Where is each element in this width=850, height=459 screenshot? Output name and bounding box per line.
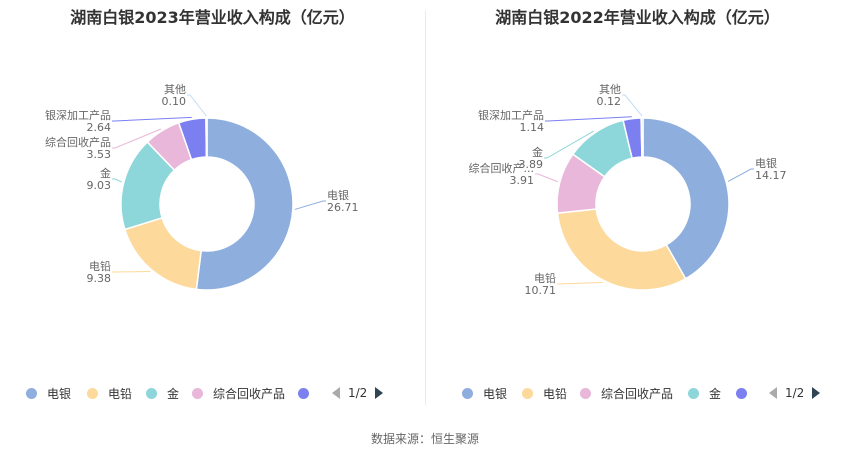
donut-slice-5[interactable] [640, 117, 644, 158]
panel-divider [425, 10, 426, 405]
legend-page-indicator: 1/2 [785, 386, 805, 400]
legend-item-gold[interactable]: 金 [688, 382, 721, 404]
legend-dot [192, 387, 203, 399]
slice-name-label: 综合回收产品 [45, 135, 111, 149]
slice-value-label: 9.03 [87, 179, 112, 192]
legend-label: 电铅 [543, 386, 568, 401]
legend-dot [580, 387, 591, 399]
legend-item-gold[interactable]: 金 [146, 382, 179, 404]
legend-label: 电银 [483, 386, 508, 401]
legend-label: 电银 [47, 386, 72, 401]
slice-value-label: 1.14 [520, 121, 545, 134]
legend-item-recycled[interactable]: 综合回收产品 [192, 382, 285, 404]
legend-pager: 1/2 [332, 382, 384, 404]
leader-line-0 [294, 200, 326, 210]
slice-name-label: 银深加工产品 [45, 108, 111, 122]
legend-pager: 1/2 [769, 382, 821, 404]
legend-item-recycled[interactable]: 综合回收产品 [580, 382, 673, 404]
leader-line-3 [544, 130, 595, 159]
legend-item-lead[interactable]: 电铅 [522, 382, 567, 404]
slice-value-label: 0.12 [597, 95, 622, 108]
slice-name-label: 金 [100, 166, 111, 180]
legend-item-silver[interactable]: 电银 [462, 382, 507, 404]
leader-line-5 [622, 94, 643, 117]
slice-value-label: 26.71 [327, 201, 359, 214]
slice-value-label: 9.38 [87, 272, 112, 285]
legend-item-silver[interactable]: 电银 [26, 382, 71, 404]
slice-name-label: 银深加工产品 [478, 108, 544, 122]
legend-dot [462, 387, 473, 399]
slice-name-label: 其他 [164, 83, 186, 96]
donut-slice-0[interactable] [195, 117, 294, 291]
data-source: 数据来源：恒生聚源 [370, 432, 479, 446]
slice-name-label: 电铅 [89, 259, 111, 273]
donut-slice-1[interactable] [123, 216, 203, 291]
slice-value-label: 0.10 [162, 95, 187, 108]
slice-name-label: 综合回收产... [469, 161, 535, 175]
donut-slice-1[interactable] [556, 208, 687, 291]
legend-item-lead[interactable]: 电铅 [87, 382, 132, 404]
leader-line-2 [535, 173, 559, 183]
legend-dot [298, 387, 309, 399]
leader-line-0 [727, 168, 754, 182]
slice-name-label: 金 [532, 145, 543, 159]
legend-prev-arrow-icon[interactable] [769, 387, 777, 399]
leader-line-5 [187, 94, 207, 117]
slice-name-label: 其他 [599, 83, 621, 96]
slice-value-label: 14.17 [755, 169, 787, 182]
chart-title: 湖南白银2023年营业收入构成（亿元） [70, 8, 355, 27]
legend-item-silver-processing[interactable] [736, 382, 757, 404]
donut-slice-5[interactable] [205, 117, 208, 158]
slice-value-label: 2.64 [87, 121, 112, 134]
legend-next-arrow-icon[interactable] [375, 387, 384, 399]
legend-label: 电铅 [108, 386, 133, 401]
leader-line-1 [112, 270, 151, 273]
leader-line-2 [112, 178, 122, 183]
chart-legend: 电银 电铅 金 综合回收产品 1/2 [0, 382, 425, 404]
leader-line-3 [112, 128, 162, 149]
donut-slice-0[interactable] [642, 117, 730, 280]
slice-name-label: 电银 [755, 156, 777, 170]
legend-dot [146, 387, 157, 399]
legend-next-arrow-icon[interactable] [812, 387, 821, 399]
legend-label: 金 [167, 386, 180, 401]
legend-label: 综合回收产品 [601, 386, 674, 401]
legend-dot [688, 387, 699, 399]
leader-line-4 [545, 116, 632, 122]
slice-name-label: 电银 [327, 188, 349, 202]
slice-name-label: 电铅 [534, 271, 556, 285]
legend-prev-arrow-icon[interactable] [332, 387, 340, 399]
legend-page-indicator: 1/2 [348, 386, 368, 400]
slice-value-label: 3.53 [87, 148, 112, 161]
chart-title: 湖南白银2022年营业收入构成（亿元） [495, 8, 780, 27]
legend-label: 综合回收产品 [213, 386, 286, 401]
legend-dot [87, 387, 98, 399]
legend-item-silver-processing[interactable] [298, 382, 319, 404]
slice-value-label: 3.91 [510, 174, 535, 187]
leader-line-1 [557, 281, 603, 285]
legend-label: 金 [709, 386, 722, 401]
legend-dot [522, 387, 533, 399]
slice-value-label: 10.71 [525, 284, 557, 297]
legend-dot [736, 387, 747, 399]
chart-panel-2023: 湖南白银2023年营业收入构成（亿元） 电银 26.71 电铅 9.38 金 9.03 综合… [0, 0, 425, 410]
chart-legend: 电银 电铅 综合回收产品 金 1/2 [425, 382, 850, 404]
leader-line-4 [112, 116, 192, 122]
slice-value-label: 3.89 [519, 158, 544, 171]
chart-panel-2022: 湖南白银2022年营业收入构成（亿元） 电银 14.17 电铅 10.71 综合回收产.… [425, 0, 850, 410]
legend-dot [26, 387, 37, 399]
